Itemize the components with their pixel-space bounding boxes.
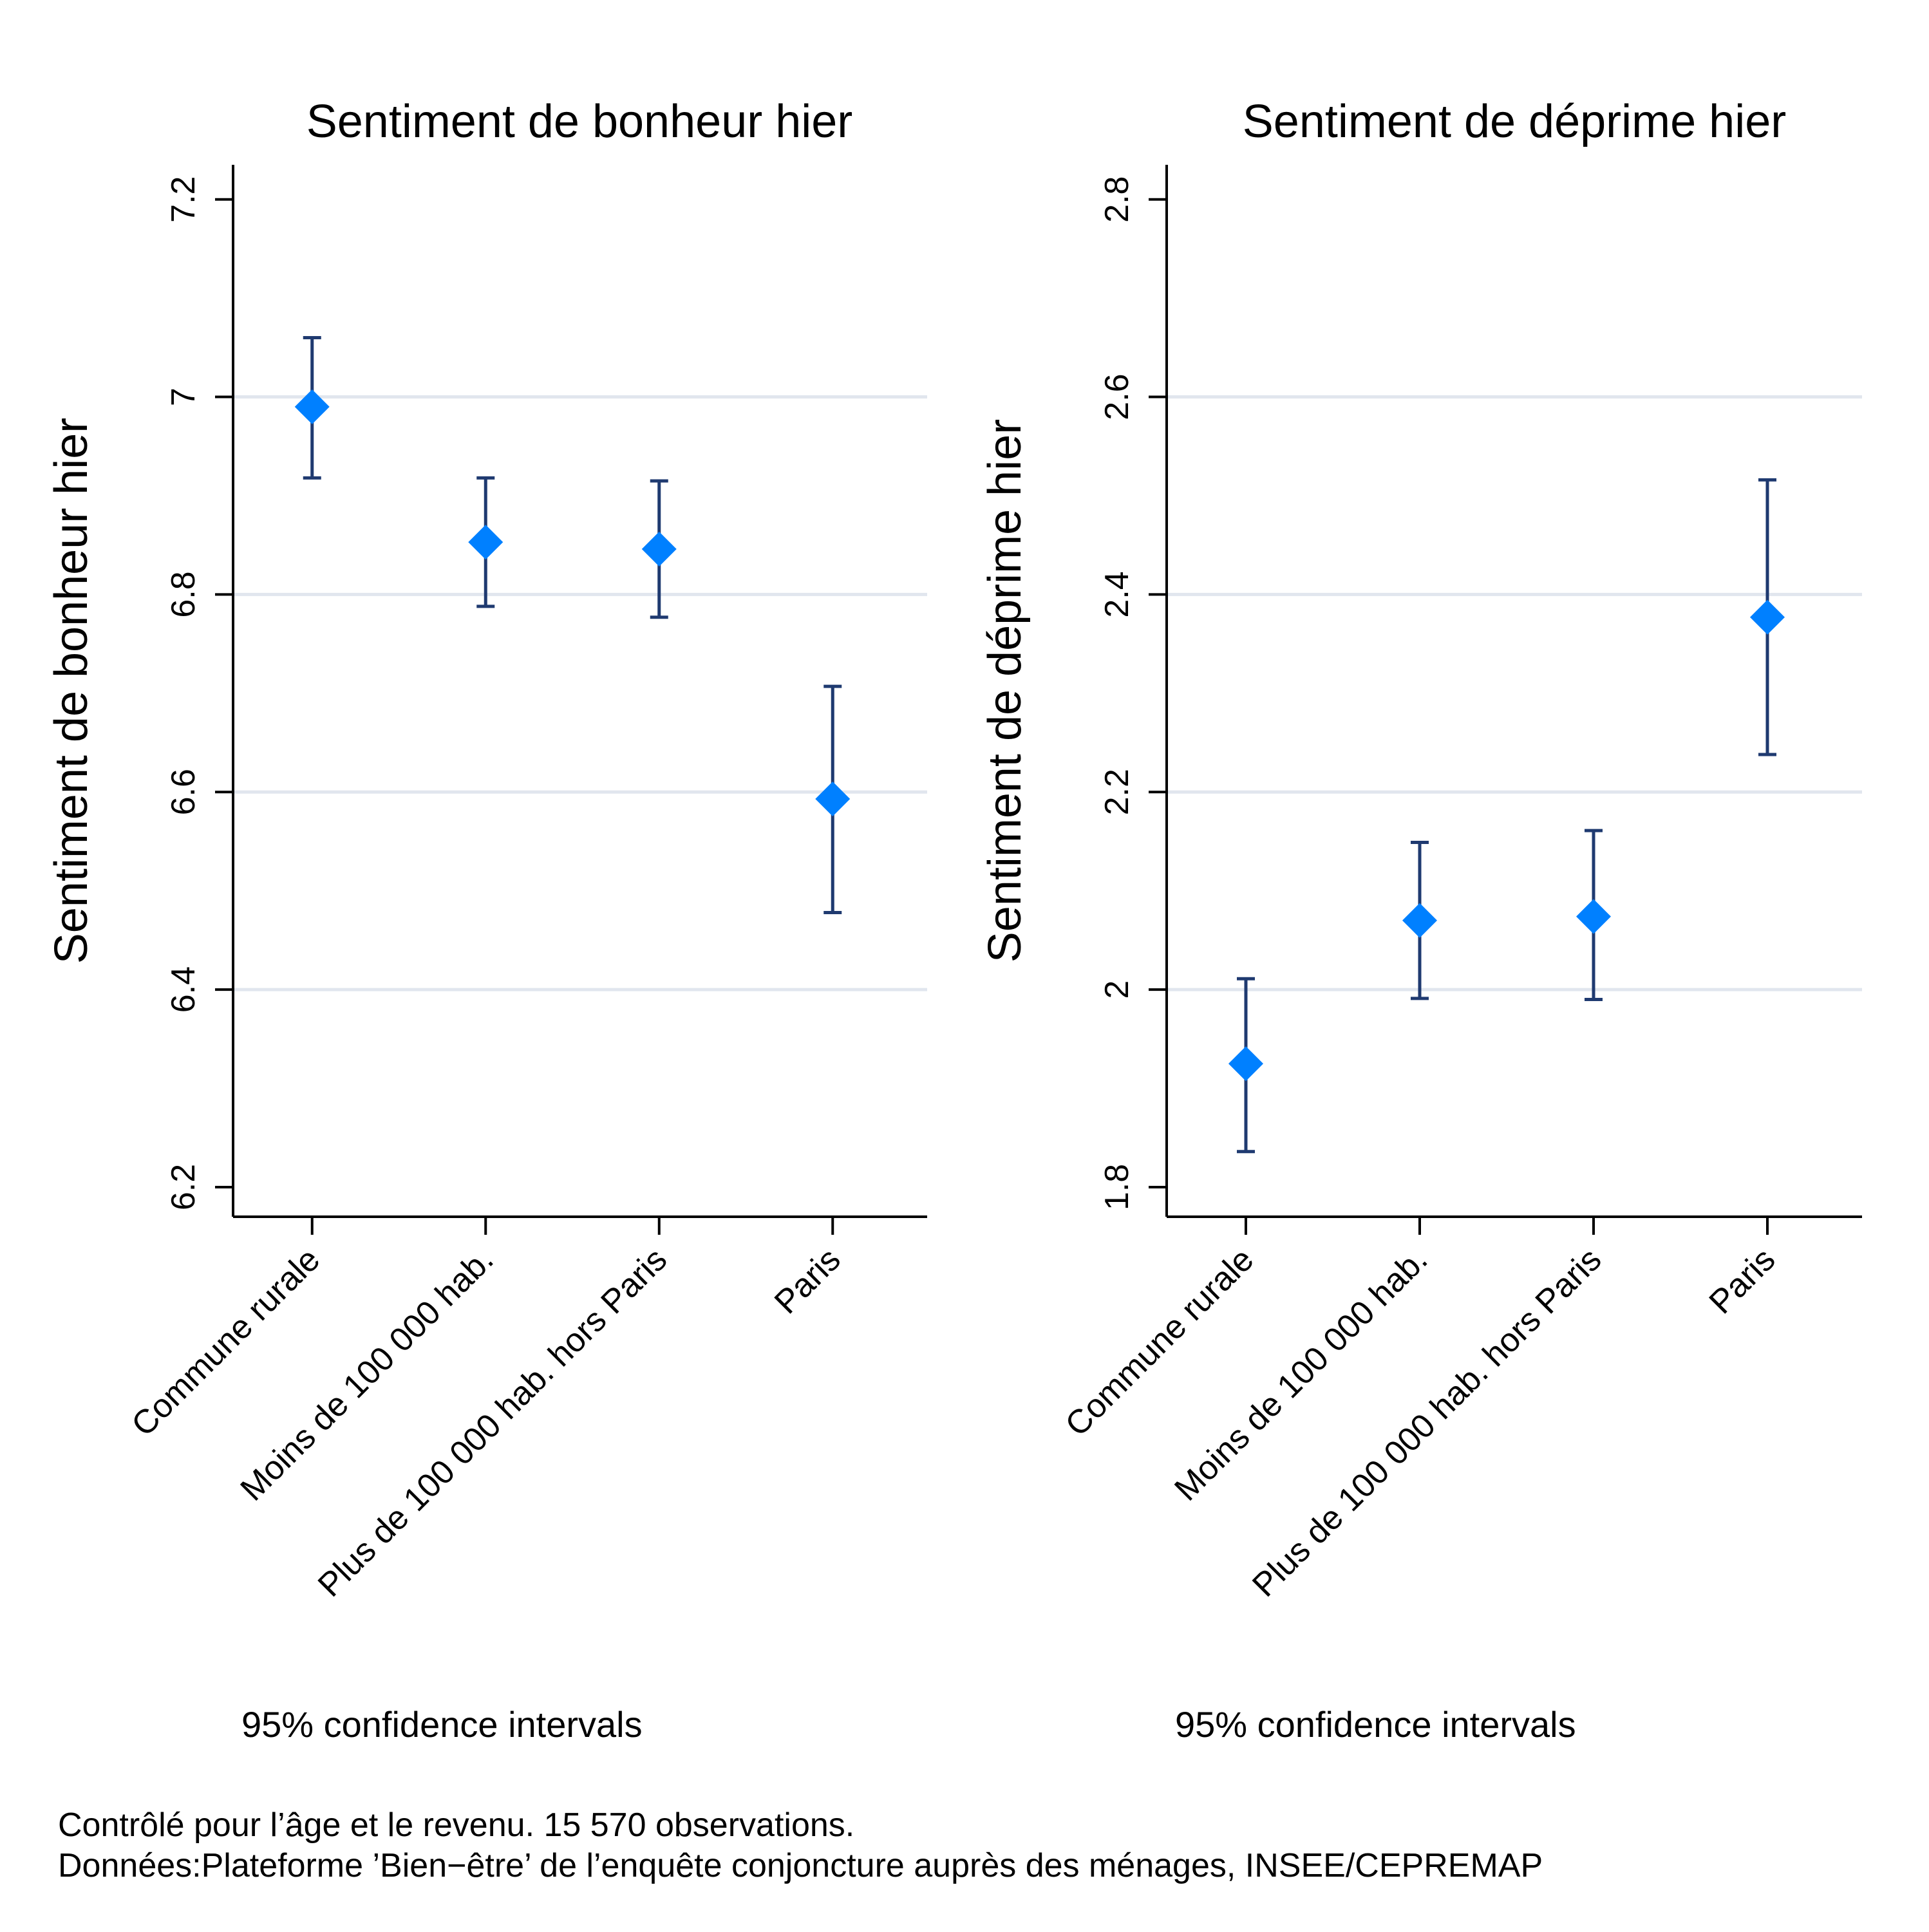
y-tick-label: 2.6 — [1098, 373, 1136, 420]
point-marker — [1750, 599, 1785, 635]
y-tick-label: 6.6 — [165, 769, 202, 815]
x-tick-label: Plus de 100 000 hab. hors Paris — [311, 1241, 674, 1604]
x-tick-label: Commune rurale — [1059, 1241, 1261, 1443]
point-marker — [1228, 1046, 1263, 1082]
ci-note: 95% confidence intervals — [241, 1704, 643, 1745]
x-tick-label: Paris — [1702, 1241, 1783, 1321]
point-marker — [641, 531, 677, 567]
chart-title: Sentiment de bonheur hier — [306, 96, 853, 147]
y-axis-label: Sentiment de déprime hier — [979, 419, 1031, 962]
footer-source-note: Données:Plateforme ’Bien−être’ de l’enqu… — [58, 1847, 1543, 1884]
point-marker — [1576, 899, 1611, 934]
point-marker — [815, 782, 851, 817]
y-tick-label: 1.8 — [1098, 1164, 1136, 1210]
point-marker — [468, 525, 503, 560]
y-tick-label: 2.2 — [1098, 769, 1136, 815]
chart-title: Sentiment de déprime hier — [1243, 96, 1786, 147]
y-axis-label: Sentiment de bonheur hier — [46, 418, 97, 964]
footer-controls-note: Contrôlé pour l’âge et le revenu. 15 570… — [58, 1806, 855, 1844]
y-tick-label: 2 — [1098, 980, 1136, 999]
y-tick-label: 7.2 — [165, 176, 202, 223]
x-tick-label: Commune rurale — [124, 1241, 327, 1443]
point-marker — [294, 389, 330, 424]
point-marker — [1402, 903, 1437, 938]
y-tick-label: 6.8 — [165, 571, 202, 617]
y-tick-label: 6.4 — [165, 966, 202, 1013]
x-tick-label: Plus de 100 000 hab. hors Paris — [1245, 1241, 1608, 1604]
y-tick-label: 2.8 — [1098, 176, 1136, 223]
y-tick-label: 2.4 — [1098, 571, 1136, 617]
y-tick-label: 6.2 — [165, 1164, 202, 1210]
y-tick-label: 7 — [165, 388, 202, 406]
ci-note: 95% confidence intervals — [1175, 1704, 1576, 1745]
x-tick-label: Paris — [767, 1241, 848, 1321]
